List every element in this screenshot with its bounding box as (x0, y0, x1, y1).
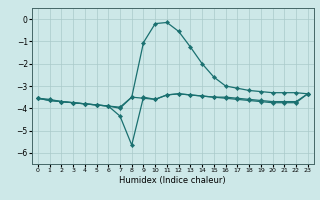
X-axis label: Humidex (Indice chaleur): Humidex (Indice chaleur) (119, 176, 226, 185)
